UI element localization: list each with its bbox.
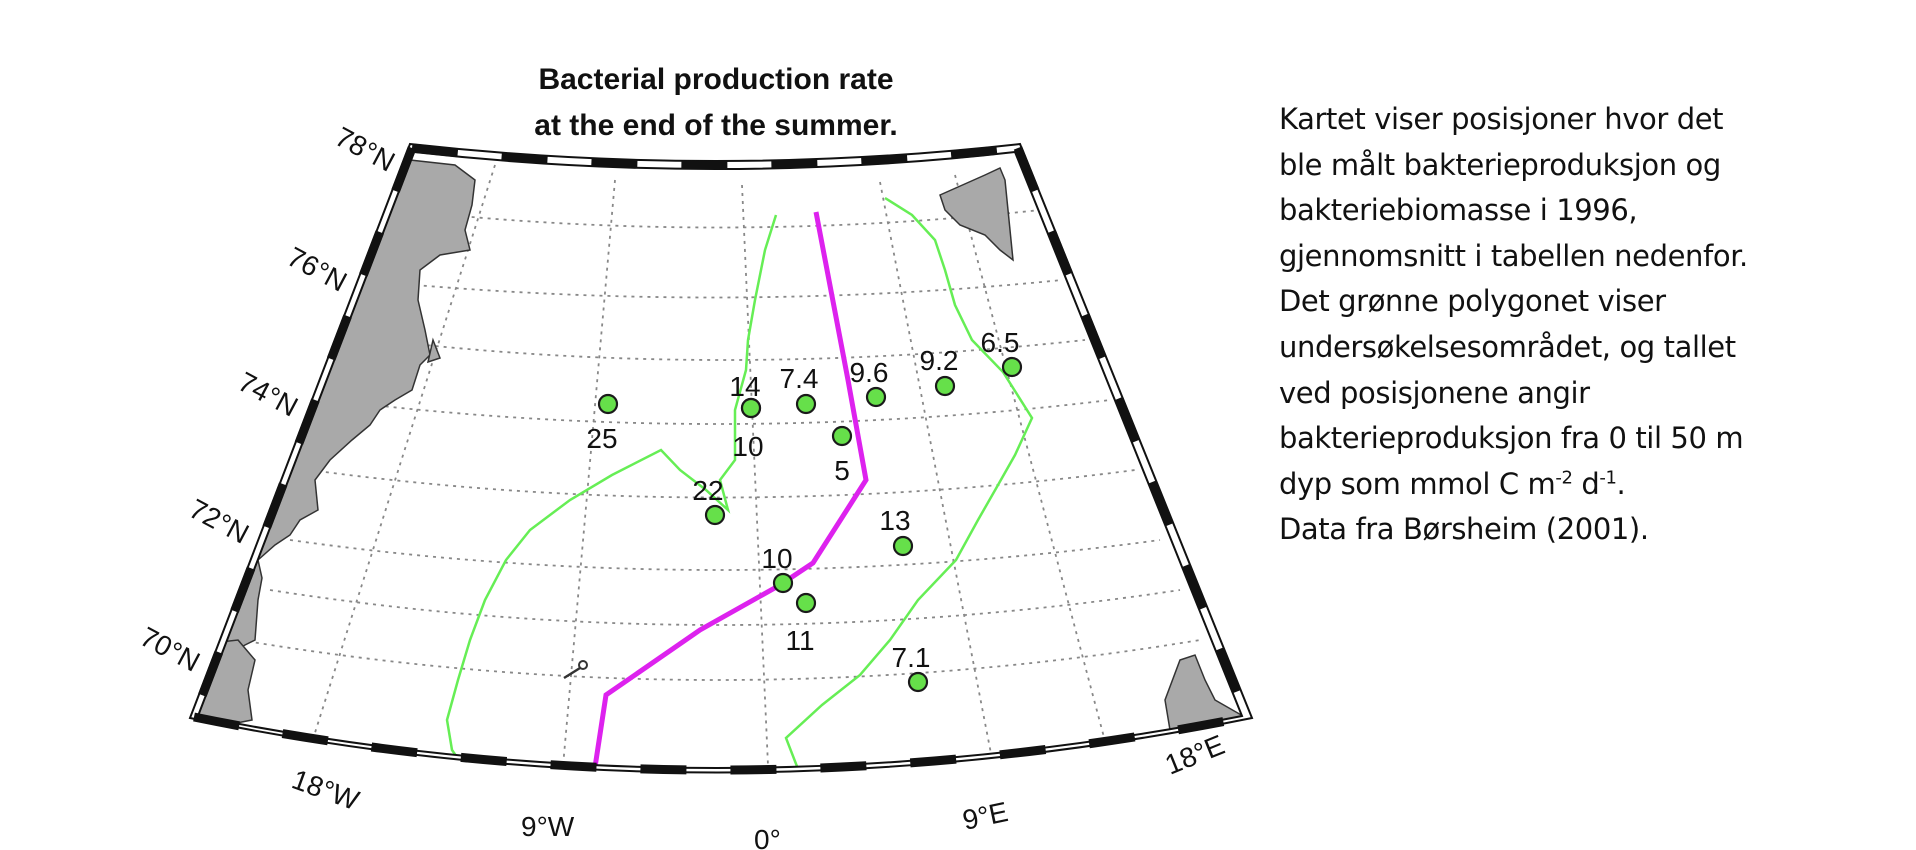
lat-label-78: 78°N [330,121,400,178]
station-marker [772,572,794,594]
greenland-island [426,337,441,364]
station-label: 7.4 [780,363,819,394]
survey-area-polygon-tail [600,770,720,835]
station-label: 6.5 [981,327,1020,358]
svalbard-land [939,166,1014,262]
station-label: 11 [785,625,814,656]
caption-units-exp1: -2 [1555,467,1573,489]
map-caption: Kartet viser posisjoner hvor det ble mål… [1279,97,1899,553]
station-marker [1001,356,1023,378]
jan-mayen-island [563,666,581,680]
lon-label-18e: 18°E [1161,729,1229,781]
survey-area-polygon [445,214,778,768]
station-marker [865,386,887,408]
caption-line: undersøkelsesområdet, og tallet [1279,329,1736,364]
caption-line: Kartet viser posisjoner hvor det [1279,102,1724,136]
station-markers: 25 14 10 7.4 9.6 9.2 6.5 5 22 13 10 11 7.1 [586,327,1023,693]
caption-units-exp2: -1 [1599,467,1617,489]
lon-label-18w: 18°W [288,764,364,817]
station-marker [795,393,817,415]
station-marker [597,393,619,415]
station-marker [831,425,853,447]
station-label: 5 [834,455,850,486]
caption-line: bakteriebiomasse i 1996, [1279,193,1638,228]
lat-label-72: 72°N [184,493,254,550]
station-label: 22 [692,475,723,506]
map-frame [188,142,1254,775]
caption-line: Data fra Børsheim (2001). [1279,512,1649,547]
survey-area-polygon-east [784,196,1034,768]
caption-line-units: dyp som mmol C m-2 d-1. [1279,462,1899,508]
station-label: 10 [761,543,792,574]
lon-label-9e: 9°E [960,796,1011,836]
lon-label-0: 0° [754,824,781,850]
station-marker [795,592,817,614]
caption-units-text: . [1616,466,1626,501]
lat-label-76: 76°N [282,241,352,298]
lat-label-74: 74°N [233,366,303,423]
station-marker [740,397,762,419]
caption-units-text: d [1572,466,1600,501]
norway-land [1164,654,1242,731]
caption-units-text: dyp som mmol C m [1279,466,1556,501]
station-label: 7.1 [892,642,931,673]
caption-line: ble målt bakterieproduksjon og [1279,147,1721,182]
map-title-line1: Bacterial production rate [538,63,893,96]
station-label: 14 [729,371,760,402]
station-marker [907,671,929,693]
station-marker [934,375,956,397]
station-label: 9.2 [920,345,959,376]
lat-label-70: 70°N [135,621,205,678]
station-label: 25 [586,423,617,454]
graticule [239,164,1201,768]
station-label: 10 [732,431,763,462]
station-label: 13 [879,505,910,536]
caption-line: ved posisjonene angir [1279,375,1590,410]
map-title-line2: at the end of the summer. [534,109,897,142]
caption-line: gjennomsnitt i tabellen nedenfor. [1279,238,1748,273]
transect-line [587,211,869,768]
station-label: 9.6 [850,357,889,388]
station-marker [892,535,914,557]
station-marker [704,504,726,526]
lon-label-9w: 9°W [521,811,575,842]
caption-line: Det grønne polygonet viser [1279,284,1666,319]
caption-line: bakterieproduksjon fra 0 til 50 m [1279,421,1744,456]
